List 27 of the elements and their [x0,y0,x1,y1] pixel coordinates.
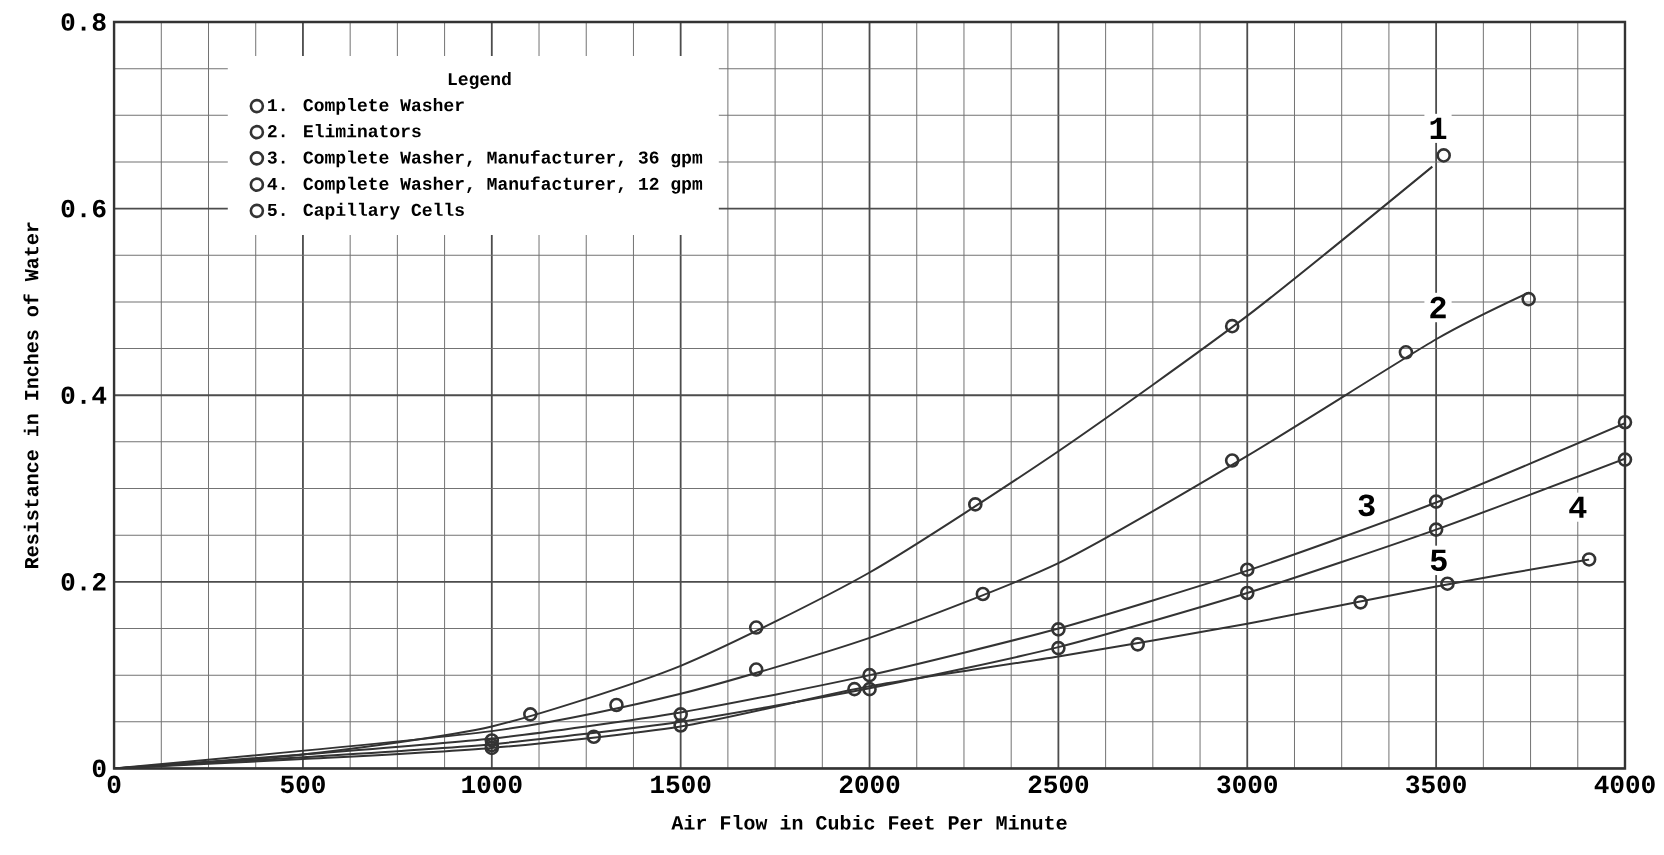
x-tick-label: 3000 [1217,775,1277,794]
y-tick-label: 0.2 [61,573,106,591]
legend-title: Legend [448,72,511,90]
x-tick-label: 3500 [1406,775,1466,794]
legend-label: 1. Complete Washer [268,98,464,116]
y-tick-label: 0.8 [61,13,106,32]
x-tick-label: 1500 [651,775,711,794]
x-tick-label: 4000 [1594,775,1655,794]
y-tick-label: 0.6 [61,200,106,218]
x-axis-title: Air Flow in Cubic Feet Per Minute [671,815,1067,830]
annotation: 5 [1430,549,1447,572]
annotation: 1 [1430,118,1447,140]
x-tick-label: 0 [107,775,121,794]
legend-label: 3. Complete Washer, Manufacturer, 36 gpm [267,150,703,168]
annotation: 4 [1569,496,1587,518]
legend-label: 2. Eliminators [267,124,421,138]
annotation: 3 [1358,494,1375,517]
legend-label: 5. Capillary Cells [267,203,464,220]
x-tick-label: 2000 [839,775,900,794]
x-tick-label: 2500 [1028,775,1089,794]
y-axis-title: Resistance in Inches of Water [23,222,39,569]
legend-label: 4. Complete Washer, Manufacturer, 12 gpm [267,176,703,194]
x-tick-label: 1000 [462,775,522,794]
y-tick-label: 0 [92,759,106,778]
x-tick-label: 500 [280,775,325,794]
y-tick-label: 0.4 [61,386,107,405]
annotation: 2 [1430,297,1446,319]
